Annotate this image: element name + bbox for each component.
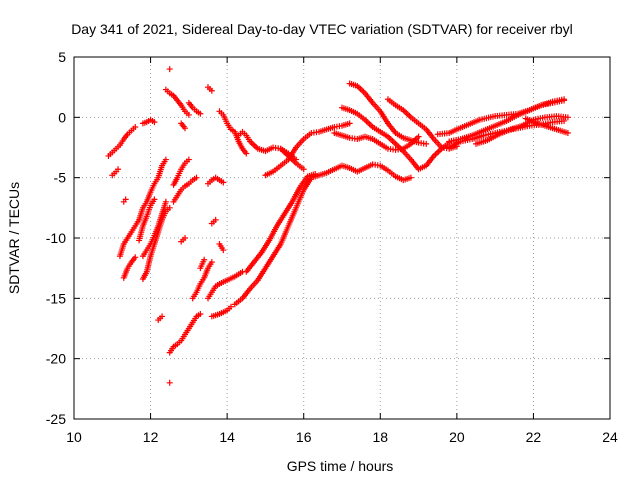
y-axis-label: SDTVAR / TECUs xyxy=(6,182,22,294)
series-arc-ae xyxy=(231,161,414,308)
series-arc-f xyxy=(120,254,139,281)
series-arc-i xyxy=(136,196,158,244)
data-point xyxy=(162,198,169,205)
series-arc-o xyxy=(178,120,189,132)
series-arc-v xyxy=(197,256,208,272)
series-arc-q xyxy=(178,235,189,245)
series-arc-af xyxy=(243,171,319,275)
series-arc-x xyxy=(208,303,234,320)
series-arc-c xyxy=(109,166,122,179)
chart-title: Day 341 of 2021, Sidereal Day-to-day VTE… xyxy=(71,21,573,37)
series-arc-t xyxy=(166,379,173,386)
series-arc-d xyxy=(120,196,129,205)
x-tick-label: 14 xyxy=(219,429,235,445)
y-tick-label: -5 xyxy=(54,170,67,186)
series-arc-e xyxy=(116,156,169,260)
x-tick-label: 10 xyxy=(66,429,82,445)
series-arc-j xyxy=(170,156,192,188)
series-arc-ap xyxy=(522,115,571,137)
y-tick-label: -10 xyxy=(46,230,66,246)
data-point xyxy=(193,174,200,181)
data-point xyxy=(243,150,250,157)
y-tick-label: 0 xyxy=(58,109,66,125)
y-tick-label: -15 xyxy=(46,290,66,306)
data-point xyxy=(407,174,414,181)
data-point xyxy=(561,97,568,104)
x-tick-label: 22 xyxy=(526,429,542,445)
x-tick-label: 16 xyxy=(296,429,312,445)
series-arc-s xyxy=(166,311,204,356)
series-arc-ad xyxy=(262,120,353,179)
data-point xyxy=(415,133,422,140)
data-point xyxy=(227,303,234,310)
data-point xyxy=(208,259,215,266)
data-point xyxy=(300,166,307,173)
data-point xyxy=(346,120,353,127)
x-tick-label: 20 xyxy=(449,429,465,445)
data-point xyxy=(185,156,192,163)
data-point xyxy=(159,313,166,320)
series-arc-m xyxy=(185,99,204,117)
data-point xyxy=(166,379,173,386)
x-tick-label: 24 xyxy=(602,429,618,445)
data-point xyxy=(201,256,208,263)
series-arc-y xyxy=(205,174,227,187)
grid xyxy=(74,57,610,419)
data-point xyxy=(564,114,571,121)
y-tick-label: 5 xyxy=(58,49,66,65)
data-point xyxy=(197,110,204,117)
data-points xyxy=(105,66,571,386)
series-arc-z xyxy=(208,216,219,227)
series-arc-aj xyxy=(331,130,422,153)
x-tick-label: 12 xyxy=(143,429,159,445)
data-point xyxy=(197,311,204,318)
series-arc-n xyxy=(205,84,215,94)
series-arc-ag xyxy=(277,145,307,173)
y-tick-label: -25 xyxy=(46,411,66,427)
data-point xyxy=(220,247,227,254)
series-arc-h xyxy=(139,198,169,260)
x-tick-label: 18 xyxy=(372,429,388,445)
data-point xyxy=(151,196,158,203)
axis-ticks: 10 12 14 16 18 20 22 24 -25 -20 -15 -10 -5 0 5 xyxy=(46,49,618,445)
series-arc-l xyxy=(162,86,192,118)
series-arc-b xyxy=(139,116,158,127)
data-point xyxy=(312,171,319,178)
data-point xyxy=(132,254,139,261)
y-tick-label: -20 xyxy=(46,351,66,367)
data-point xyxy=(185,111,192,118)
data-point xyxy=(182,125,189,132)
series-arc-a xyxy=(105,123,139,159)
data-point xyxy=(220,179,227,186)
data-point xyxy=(166,66,173,73)
series-arc-w xyxy=(205,268,246,302)
series-arc-r xyxy=(155,313,166,324)
series-arc-p xyxy=(170,174,200,205)
data-point xyxy=(208,87,215,94)
x-axis-label: GPS time / hours xyxy=(287,458,394,474)
data-point xyxy=(564,130,571,137)
data-point xyxy=(115,166,122,173)
series-arc-k xyxy=(166,66,173,73)
data-point xyxy=(561,117,568,124)
data-point xyxy=(162,156,169,163)
data-point xyxy=(132,123,139,130)
series-arc-u xyxy=(189,259,215,302)
data-point xyxy=(166,204,173,211)
data-point xyxy=(151,119,158,126)
series-arc-aa xyxy=(216,241,227,254)
data-point xyxy=(182,235,189,241)
data-point xyxy=(212,216,219,223)
data-point xyxy=(423,140,430,147)
data-point xyxy=(122,196,129,203)
